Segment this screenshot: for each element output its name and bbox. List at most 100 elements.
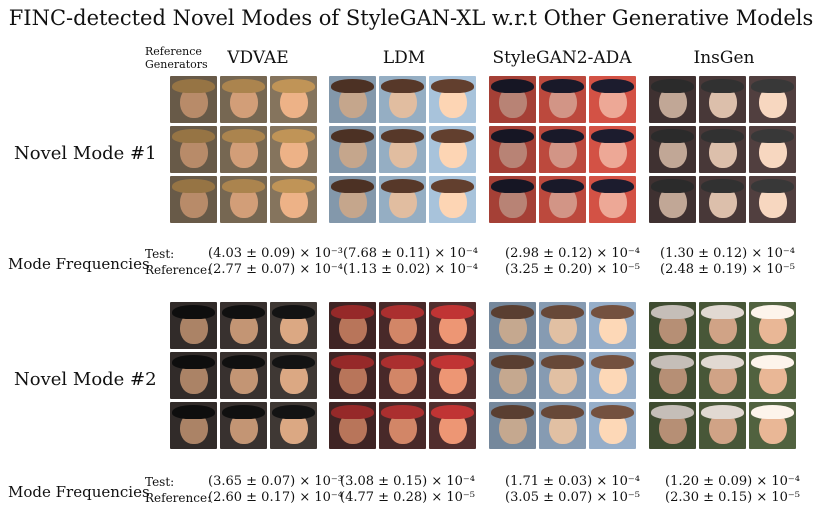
face-thumbnail (379, 402, 426, 449)
reference-value: (1.13 ± 0.02) × 10⁻⁴ (343, 262, 478, 277)
hair-hat-shape (651, 129, 694, 143)
hair-hat-shape (222, 129, 265, 143)
reference-value: (2.30 ± 0.15) × 10⁻⁵ (665, 490, 800, 505)
test-value: (1.20 ± 0.09) × 10⁻⁴ (665, 474, 800, 489)
face-thumbnail (649, 126, 696, 173)
face-thumbnail (749, 402, 796, 449)
face-thumbnail (379, 76, 426, 123)
face-thumbnail (489, 302, 536, 349)
hair-hat-shape (331, 129, 374, 143)
hair-hat-shape (431, 305, 474, 319)
hair-hat-shape (651, 305, 694, 319)
hair-hat-shape (331, 355, 374, 369)
face-thumbnail (539, 126, 586, 173)
hair-hat-shape (651, 355, 694, 369)
face-thumbnail (170, 302, 217, 349)
hair-hat-shape (591, 405, 634, 419)
hair-hat-shape (431, 179, 474, 193)
freq-vdvae-1: (4.03 ± 0.09) × 10⁻³ (2.77 ± 0.07) × 10⁻… (208, 246, 343, 278)
hair-hat-shape (591, 305, 634, 319)
hair-hat-shape (701, 355, 744, 369)
hair-hat-shape (701, 305, 744, 319)
face-thumbnail (589, 352, 636, 399)
face-thumbnail (329, 352, 376, 399)
column-header-insgen: InsGen (693, 48, 755, 68)
face-thumbnail (329, 176, 376, 223)
face-thumbnail (170, 176, 217, 223)
face-thumbnail (379, 302, 426, 349)
hair-hat-shape (222, 305, 265, 319)
face-thumbnail (329, 76, 376, 123)
face-thumbnail (699, 352, 746, 399)
hair-hat-shape (751, 305, 794, 319)
freq-row-labels-2: Test: Reference: (145, 474, 211, 506)
face-thumbnail (429, 176, 476, 223)
test-value: (2.98 ± 0.12) × 10⁻⁴ (505, 246, 640, 261)
reference-label-line1: Reference (145, 45, 202, 58)
novel-mode-2-label: Novel Mode #2 (14, 369, 157, 390)
test-value: (1.30 ± 0.12) × 10⁻⁴ (660, 246, 795, 261)
freq-insgen-2: (1.20 ± 0.09) × 10⁻⁴ (2.30 ± 0.15) × 10⁻… (665, 474, 800, 506)
face-thumbnail (649, 302, 696, 349)
hair-hat-shape (172, 79, 215, 93)
hair-hat-shape (222, 179, 265, 193)
face-thumbnail (649, 76, 696, 123)
face-thumbnail (170, 126, 217, 173)
face-thumbnail (489, 176, 536, 223)
hair-hat-shape (222, 79, 265, 93)
face-thumbnail (749, 302, 796, 349)
freq-row-labels-1: Test: Reference: (145, 246, 211, 278)
hair-hat-shape (491, 129, 534, 143)
reference-value: (2.77 ± 0.07) × 10⁻⁴ (208, 262, 343, 277)
face-thumbnail (270, 352, 317, 399)
face-thumbnail (489, 76, 536, 123)
hair-hat-shape (431, 355, 474, 369)
face-thumbnail (649, 176, 696, 223)
column-header-stylegan2-ada: StyleGAN2-ADA (492, 48, 632, 68)
freq-ldm-2: (3.08 ± 0.15) × 10⁻⁴ (4.77 ± 0.28) × 10⁻… (340, 474, 475, 506)
face-thumbnail (699, 402, 746, 449)
hair-hat-shape (172, 305, 215, 319)
face-thumbnail (270, 126, 317, 173)
face-thumbnail (429, 302, 476, 349)
face-thumbnail (489, 402, 536, 449)
hair-hat-shape (222, 355, 265, 369)
hair-hat-shape (272, 305, 315, 319)
face-thumbnail (170, 352, 217, 399)
face-thumbnail (220, 352, 267, 399)
hair-hat-shape (491, 305, 534, 319)
face-thumbnail (749, 126, 796, 173)
hair-hat-shape (272, 179, 315, 193)
reference-value: (3.25 ± 0.20) × 10⁻⁵ (505, 262, 640, 277)
face-thumbnail (539, 302, 586, 349)
reference-value: (2.48 ± 0.19) × 10⁻⁵ (660, 262, 795, 277)
face-thumbnail (539, 176, 586, 223)
reference-value: (3.05 ± 0.07) × 10⁻⁵ (505, 490, 640, 505)
test-label: Test: (145, 475, 175, 489)
hair-hat-shape (222, 405, 265, 419)
hair-hat-shape (541, 405, 584, 419)
hair-hat-shape (541, 305, 584, 319)
test-value: (3.65 ± 0.07) × 10⁻³ (208, 474, 343, 489)
hair-hat-shape (751, 179, 794, 193)
hair-hat-shape (491, 79, 534, 93)
face-thumbnail (270, 302, 317, 349)
face-thumbnail (589, 176, 636, 223)
face-thumbnail (749, 352, 796, 399)
test-value: (1.71 ± 0.03) × 10⁻⁴ (505, 474, 640, 489)
face-thumbnail (489, 352, 536, 399)
hair-hat-shape (701, 405, 744, 419)
test-value: (3.08 ± 0.15) × 10⁻⁴ (340, 474, 475, 489)
face-thumbnail (329, 302, 376, 349)
hair-hat-shape (591, 355, 634, 369)
face-thumbnail (429, 76, 476, 123)
hair-hat-shape (701, 129, 744, 143)
hair-hat-shape (331, 305, 374, 319)
test-label: Test: (145, 247, 175, 261)
face-thumbnail (220, 402, 267, 449)
face-thumbnail (220, 126, 267, 173)
hair-hat-shape (331, 79, 374, 93)
hair-hat-shape (541, 179, 584, 193)
hair-hat-shape (591, 79, 634, 93)
hair-hat-shape (272, 79, 315, 93)
